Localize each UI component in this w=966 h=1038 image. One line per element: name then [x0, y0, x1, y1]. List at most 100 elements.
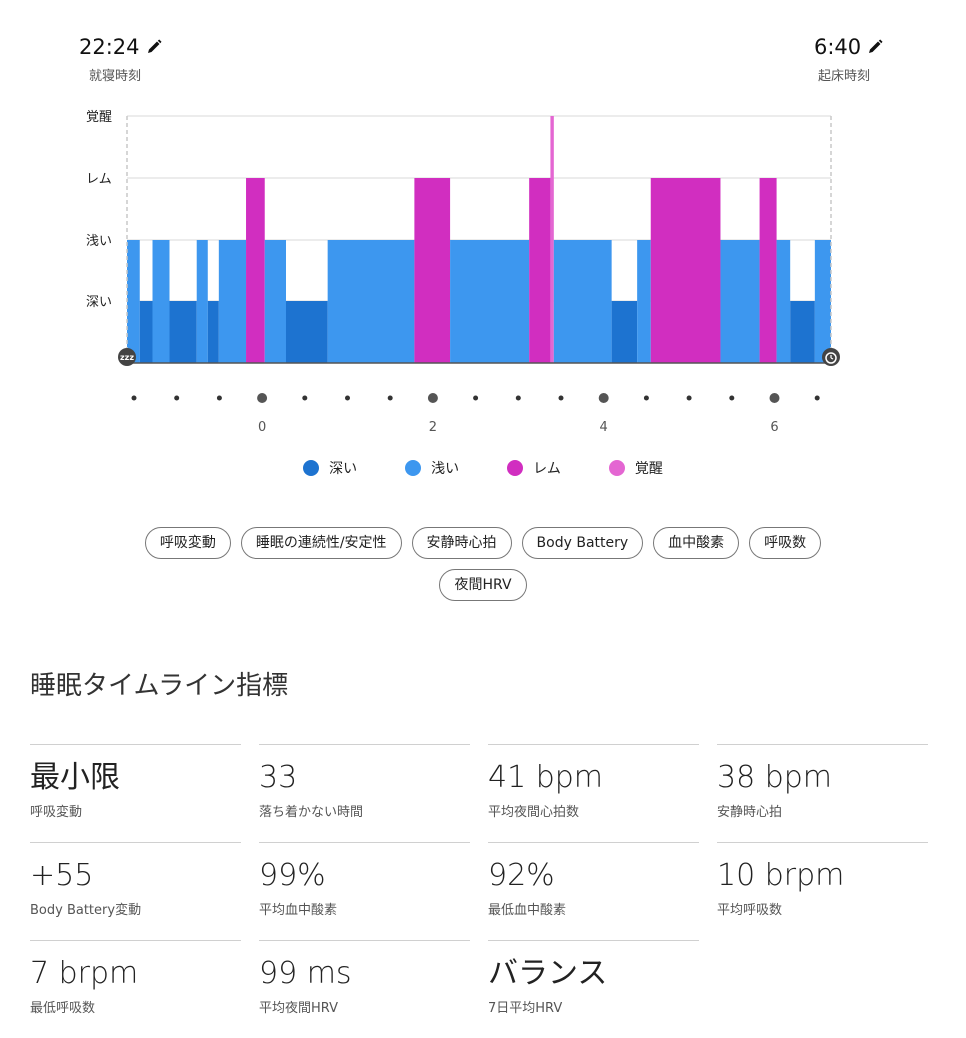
stage-bar[interactable] [218, 240, 247, 363]
stage-bar[interactable] [169, 301, 197, 363]
stage-bar[interactable] [550, 116, 554, 363]
stage-bar[interactable] [152, 240, 170, 363]
stage-bar[interactable] [285, 301, 328, 363]
x-major-tick [769, 393, 780, 403]
x-minor-tick [643, 395, 649, 401]
x-minor-tick [729, 395, 735, 401]
metric-value: 41 bpm [488, 760, 604, 795]
stage-bar[interactable] [450, 240, 530, 363]
stage-bar[interactable] [553, 240, 612, 363]
metric-value: 92% [488, 858, 555, 893]
metrics-grid: 最小限 呼吸変動 33 落ち着かない時間 41 bpm 平均夜間心拍数 38 bpm 安静時心… [30, 744, 930, 1038]
x-minor-tick [345, 395, 350, 401]
y-tick-label: 浅い [86, 234, 112, 249]
metric-value: 99 ms [259, 956, 352, 991]
metric-card: バランス 7日平均HRV [488, 940, 699, 1038]
x-tick-label: 4 [600, 420, 608, 435]
metric-card: 7 brpm 最低呼吸数 [30, 940, 241, 1038]
y-tick-label: 深い [86, 295, 112, 310]
x-major-tick [427, 393, 438, 403]
legend-label: レム [533, 461, 561, 477]
metric-card: 10 brpm 平均呼吸数 [717, 842, 928, 940]
stage-bar[interactable] [207, 301, 219, 363]
metric-card: 99% 平均血中酸素 [259, 842, 470, 940]
pencil-icon[interactable] [867, 39, 883, 55]
stage-bar[interactable] [637, 240, 651, 363]
metric-value: +55 [30, 858, 94, 893]
x-minor-tick [473, 395, 479, 401]
metric-chip[interactable]: 睡眠の連続性/安定性 [240, 527, 402, 559]
metric-card: 99 ms 平均夜間HRV [259, 940, 470, 1038]
stage-bar[interactable] [776, 240, 791, 363]
metric-chip[interactable]: 呼吸変動 [144, 527, 231, 559]
waketime-value: 6:40 [814, 35, 862, 59]
y-tick-label: 覚醒 [86, 110, 112, 125]
chart-legend: 深い 浅い レム 覚醒 [0, 458, 966, 478]
bedtime[interactable]: 22:24 就寝時刻 [79, 35, 162, 84]
stage-bar[interactable] [414, 178, 451, 363]
metric-value: バランス [488, 956, 608, 991]
metric-chip[interactable]: 呼吸数 [749, 527, 822, 559]
section-title: 睡眠タイムライン指標 [30, 671, 289, 701]
metric-label: 呼吸変動 [30, 805, 83, 820]
metric-label: 平均血中酸素 [259, 903, 338, 918]
stage-bar[interactable] [790, 301, 815, 363]
stage-bar[interactable] [759, 178, 777, 363]
metric-chip[interactable]: Body Battery [521, 527, 644, 559]
metric-label: 平均呼吸数 [717, 903, 783, 918]
legend-swatch [608, 460, 625, 476]
x-minor-tick [174, 395, 180, 401]
waketime[interactable]: 6:40 起床時刻 [814, 35, 883, 84]
stage-bar[interactable] [127, 240, 140, 363]
metric-label: 最低呼吸数 [30, 1001, 96, 1016]
legend-item: レム [507, 458, 561, 478]
x-major-tick [257, 393, 268, 403]
stage-bar[interactable] [720, 240, 760, 363]
metric-label: 落ち着かない時間 [259, 805, 364, 820]
x-minor-tick [515, 395, 521, 401]
x-minor-tick [131, 395, 137, 401]
alarm-clock-icon [822, 348, 840, 366]
svg-text:zzz: zzz [120, 353, 134, 362]
x-minor-tick [302, 395, 308, 401]
legend-swatch [507, 460, 524, 476]
stage-bar[interactable] [139, 301, 153, 363]
legend-label: 深い [329, 461, 358, 477]
metric-card: 33 落ち着かない時間 [259, 744, 470, 842]
metric-label: 安静時心拍 [717, 805, 783, 820]
x-tick-label: 0 [258, 420, 266, 435]
metric-value: 38 bpm [717, 760, 833, 795]
waketime-label: 起床時刻 [818, 69, 871, 84]
metric-chip[interactable]: 血中酸素 [653, 527, 740, 559]
stage-bar[interactable] [611, 301, 638, 363]
x-minor-tick [216, 395, 222, 401]
legend-swatch [405, 460, 422, 476]
stage-bar[interactable] [196, 240, 208, 363]
metric-chip[interactable]: 夜間HRV [439, 569, 527, 601]
sleep-start-icon: zzz [118, 348, 136, 366]
stage-bar[interactable] [264, 240, 286, 363]
stage-bar[interactable] [246, 178, 265, 363]
x-minor-tick [387, 395, 393, 401]
stage-bar[interactable] [327, 240, 415, 363]
legend-item: 覚醒 [608, 458, 663, 478]
legend-label: 覚醒 [634, 461, 663, 477]
metric-label: Body Battery変動 [30, 903, 142, 918]
sleep-stage-chart[interactable]: 深い 浅い レム 覚醒 0 2 4 6 zzz [0, 95, 966, 440]
stage-bar[interactable] [529, 178, 551, 363]
stage-bar[interactable] [650, 178, 721, 363]
metric-card: +55 Body Battery変動 [30, 842, 241, 940]
metric-label: 平均夜間HRV [259, 1001, 338, 1016]
metric-card: 38 bpm 安静時心拍 [717, 744, 928, 842]
metric-chip[interactable]: 安静時心拍 [411, 527, 512, 559]
x-tick-label: 6 [770, 420, 778, 435]
stage-bar[interactable] [814, 240, 831, 363]
metric-card: 41 bpm 平均夜間心拍数 [488, 744, 699, 842]
metric-label: 7日平均HRV [488, 1001, 563, 1016]
metric-value: 99% [259, 858, 326, 893]
y-tick-label: レム [86, 172, 112, 187]
metric-value: 7 brpm [30, 956, 139, 991]
metric-card: 最小限 呼吸変動 [30, 744, 241, 842]
pencil-icon[interactable] [146, 39, 162, 55]
x-minor-tick [814, 395, 820, 401]
